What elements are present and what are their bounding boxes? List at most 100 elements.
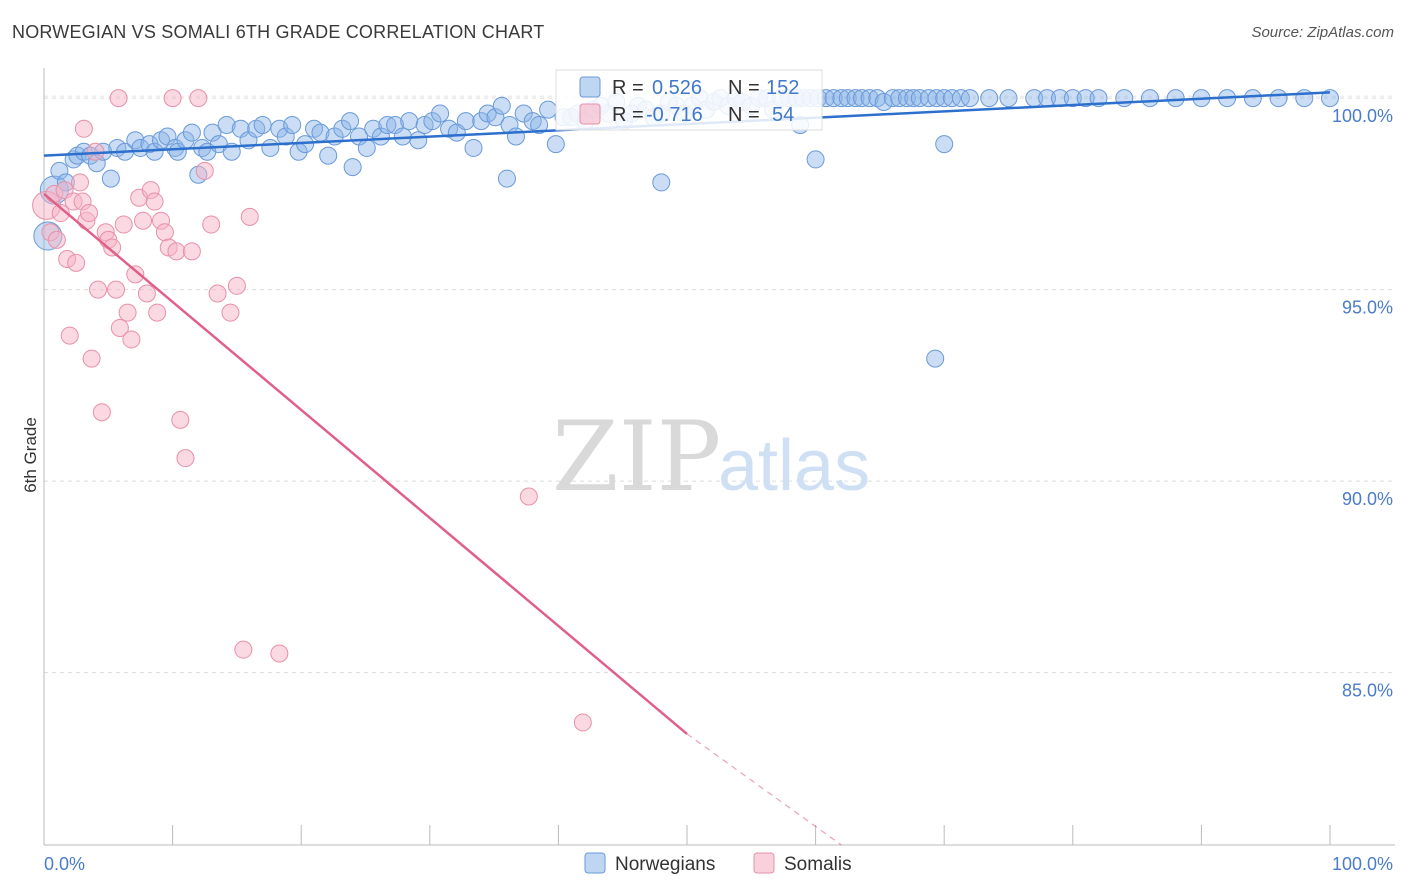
point-norwegians bbox=[1166, 89, 1185, 108]
point-norwegians bbox=[472, 112, 491, 131]
point-norwegians bbox=[492, 96, 511, 115]
legend-n-value-somalis: 54 bbox=[772, 104, 794, 126]
point-norwegians bbox=[261, 138, 280, 157]
trend-line-somalis bbox=[43, 192, 688, 735]
point-somalis bbox=[145, 192, 164, 211]
point-norwegians bbox=[539, 100, 558, 119]
chart-title: NORWEGIAN VS SOMALI 6TH GRADE CORRELATIO… bbox=[12, 22, 545, 42]
point-somalis bbox=[208, 284, 227, 303]
point-norwegians bbox=[860, 89, 879, 108]
y-tick-label: 85.0% bbox=[1342, 681, 1393, 701]
point-norwegians bbox=[530, 115, 549, 134]
point-norwegians bbox=[890, 89, 909, 108]
point-norwegians bbox=[806, 150, 825, 169]
stats-legend: R = 0.526 N = 152 R = -0.716 N = 54 bbox=[555, 69, 823, 131]
point-norwegians bbox=[652, 173, 671, 192]
point-norwegians bbox=[951, 89, 970, 108]
point-somalis bbox=[47, 230, 66, 249]
point-somalis bbox=[148, 303, 167, 322]
point-norwegians bbox=[1140, 89, 1159, 108]
point-norwegians bbox=[101, 169, 120, 188]
point-somalis bbox=[134, 211, 153, 230]
x-tick-label: 0.0% bbox=[44, 854, 85, 874]
y-tick-label: 95.0% bbox=[1342, 298, 1393, 318]
point-somalis bbox=[92, 403, 111, 422]
point-somalis bbox=[82, 349, 101, 368]
tick-labels: 85.0% 90.0% 95.0% 100.0% 0.0% 100.0% bbox=[44, 106, 1393, 874]
point-norwegians bbox=[409, 131, 428, 150]
point-norwegians bbox=[357, 138, 376, 157]
point-somalis bbox=[51, 204, 70, 223]
point-norwegians bbox=[50, 161, 69, 180]
point-norwegians bbox=[883, 89, 902, 108]
legend-r-value-norwegians: 0.526 bbox=[652, 77, 702, 99]
point-somalis bbox=[195, 161, 214, 180]
point-norwegians bbox=[283, 115, 302, 134]
legend-swatch-somalis bbox=[579, 103, 601, 125]
point-somalis bbox=[89, 280, 108, 299]
point-norwegians bbox=[364, 119, 383, 138]
gridlines bbox=[44, 95, 1395, 674]
point-somalis bbox=[227, 276, 246, 295]
trend-line-extension-somalis bbox=[686, 733, 842, 846]
legend-r-label-norwegians: R = bbox=[612, 77, 644, 99]
point-norwegians bbox=[832, 89, 851, 108]
point-norwegians bbox=[904, 89, 923, 108]
legend-n-label-somalis: N = bbox=[728, 104, 760, 126]
point-somalis bbox=[71, 173, 90, 192]
point-norwegians bbox=[1063, 89, 1082, 108]
series-legend: Norwegians Somalis bbox=[584, 852, 852, 875]
point-norwegians bbox=[935, 135, 954, 154]
watermark-atlas: atlas bbox=[718, 426, 870, 506]
point-norwegians bbox=[926, 349, 945, 368]
point-somalis bbox=[221, 303, 240, 322]
bottom-legend-norwegians: Norwegians bbox=[615, 854, 715, 875]
point-somalis bbox=[107, 280, 126, 299]
point-norwegians bbox=[506, 127, 525, 146]
point-norwegians bbox=[456, 112, 475, 131]
point-norwegians bbox=[1243, 89, 1262, 108]
point-somalis bbox=[122, 330, 141, 349]
point-somalis bbox=[118, 303, 137, 322]
point-norwegians bbox=[546, 135, 565, 154]
point-norwegians bbox=[431, 104, 450, 123]
legend-r-value-somalis: -0.716 bbox=[646, 104, 703, 126]
point-norwegians bbox=[423, 112, 442, 131]
y-tick-label: 90.0% bbox=[1342, 489, 1393, 509]
point-norwegians bbox=[464, 138, 483, 157]
point-somalis bbox=[67, 253, 86, 272]
point-norwegians bbox=[333, 119, 352, 138]
point-norwegians bbox=[253, 115, 272, 134]
point-somalis bbox=[155, 223, 174, 242]
point-somalis bbox=[176, 449, 195, 468]
point-norwegians bbox=[1269, 89, 1288, 108]
point-somalis bbox=[103, 238, 122, 257]
point-norwegians bbox=[182, 123, 201, 142]
legend-swatch-norwegians bbox=[579, 76, 601, 98]
bottom-legend-swatch-somalis bbox=[753, 852, 775, 874]
point-somalis bbox=[182, 242, 201, 261]
point-somalis bbox=[74, 119, 93, 138]
point-norwegians bbox=[497, 169, 516, 188]
point-somalis bbox=[163, 89, 182, 108]
legend-r-label-somalis: R = bbox=[612, 104, 644, 126]
point-norwegians bbox=[217, 115, 236, 134]
point-somalis bbox=[80, 204, 99, 223]
point-norwegians bbox=[378, 115, 397, 134]
y-axis-label: 6th Grade bbox=[21, 417, 40, 493]
point-norwegians bbox=[371, 127, 390, 146]
bottom-legend-swatch-norwegians bbox=[584, 852, 606, 874]
x-tick-label: 100.0% bbox=[1332, 854, 1393, 874]
point-somalis bbox=[234, 640, 253, 659]
point-norwegians bbox=[203, 123, 222, 142]
point-norwegians bbox=[319, 146, 338, 165]
point-somalis bbox=[171, 410, 190, 429]
point-somalis bbox=[137, 284, 156, 303]
point-somalis bbox=[189, 89, 208, 108]
point-norwegians bbox=[514, 104, 533, 123]
point-norwegians bbox=[1321, 89, 1339, 108]
point-somalis bbox=[126, 265, 145, 284]
point-norwegians bbox=[980, 89, 999, 108]
point-norwegians bbox=[838, 89, 857, 108]
